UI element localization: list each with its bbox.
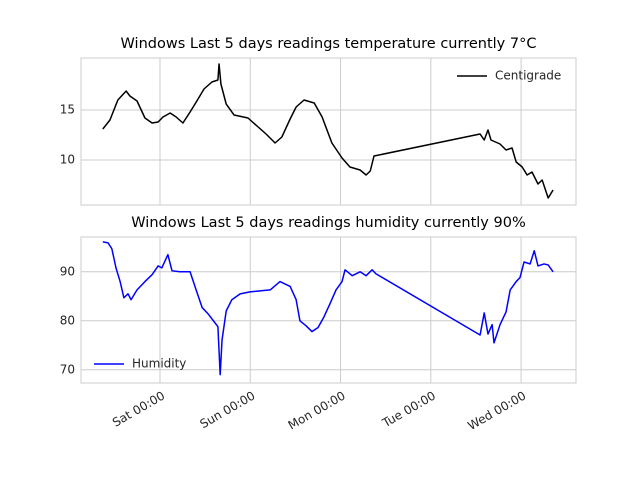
y-tick-label: 15 — [60, 103, 75, 117]
y-tick-label: 10 — [60, 153, 75, 167]
data-line — [102, 63, 554, 199]
x-tick-label: Mon 00:00 — [286, 389, 348, 433]
axes-frame — [80, 236, 577, 384]
x-tick-label: Tue 00:00 — [379, 389, 438, 431]
y-tick-label: 90 — [60, 264, 75, 278]
chart-title: Windows Last 5 days readings humidity cu… — [131, 215, 525, 231]
y-tick-label: 70 — [60, 362, 75, 376]
legend-label: Humidity — [132, 357, 186, 371]
y-tick-label: 80 — [60, 313, 75, 327]
chart-title: Windows Last 5 days readings temperature… — [121, 36, 537, 52]
x-tick-label: Sun 00:00 — [197, 389, 257, 432]
axes-frame — [80, 57, 577, 206]
data-line — [102, 241, 554, 376]
x-tick-label: Sat 00:00 — [110, 389, 167, 430]
legend-label: Centigrade — [495, 69, 561, 83]
x-tick-label: Wed 00:00 — [465, 389, 528, 433]
